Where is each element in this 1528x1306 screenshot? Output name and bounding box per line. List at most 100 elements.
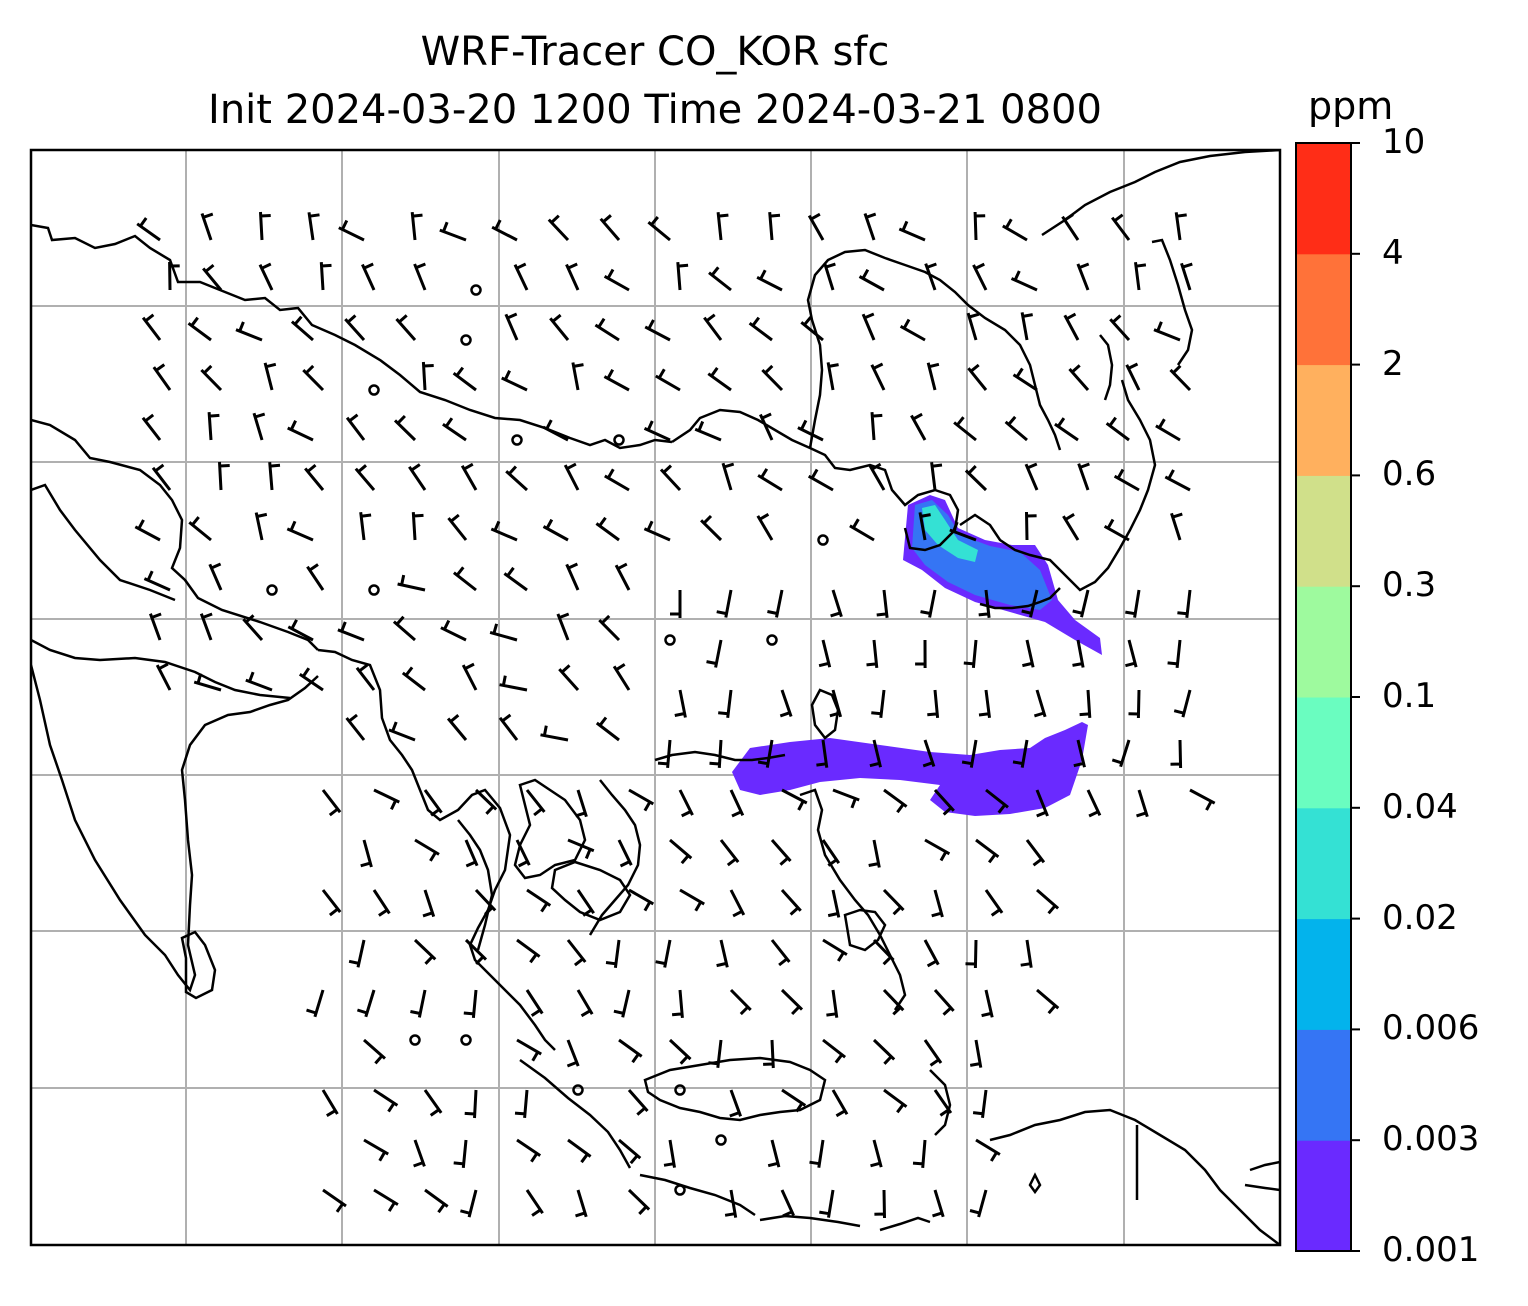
colorbar-bin-6 (1296, 475, 1351, 587)
wind-barb (716, 939, 729, 968)
wind-barb (599, 214, 621, 241)
wind-barb (961, 739, 978, 768)
wind-barb (595, 516, 620, 542)
wind-barb (780, 888, 802, 916)
wind-barb (679, 888, 705, 912)
wind-barb (1153, 321, 1181, 342)
wind-barb (831, 1089, 849, 1118)
wind-barb (978, 589, 991, 618)
wind-barb (388, 721, 416, 742)
wind-barb (1128, 689, 1141, 719)
wind-barb (671, 989, 684, 1019)
wind-barb (779, 689, 793, 718)
wind-barb (770, 939, 791, 967)
wind-barb (866, 639, 879, 669)
wind-barb (781, 788, 808, 811)
wind-barb (565, 562, 580, 591)
wind-barb (504, 312, 519, 341)
wind-barb (1125, 362, 1141, 391)
wind-barb (1134, 262, 1147, 291)
wind-barb (1022, 639, 1035, 668)
wind-barb (1109, 314, 1131, 342)
wind-barb (439, 221, 467, 242)
wind-barb (748, 316, 773, 342)
wind-barb (1125, 639, 1138, 668)
wind-barb (826, 362, 839, 391)
wind-barb (1036, 988, 1060, 1015)
wind-barb (306, 989, 325, 1018)
wind-barb (525, 1189, 544, 1217)
wind-barb (780, 1189, 795, 1218)
wind-barb (1169, 364, 1192, 392)
wind-barb (822, 938, 848, 962)
wind-barb (612, 663, 631, 691)
wind-barb (724, 1189, 738, 1218)
wind-barb-calm (266, 584, 278, 596)
wind-barb (1077, 462, 1090, 491)
wind-barb (337, 621, 365, 642)
wind-barb (344, 314, 366, 342)
wind-barb (1004, 415, 1028, 442)
wind-barb (1021, 589, 1039, 618)
wind-barb (1072, 639, 1085, 668)
wind-barb (1177, 589, 1192, 618)
wind-barb (397, 574, 426, 592)
wind-barb (1010, 270, 1038, 292)
wind-barb (168, 261, 180, 291)
wind-barb (757, 739, 774, 768)
wind-barb (969, 1039, 983, 1068)
wind-barb (268, 461, 281, 491)
wind-barb (768, 211, 781, 241)
wind-barb (304, 463, 325, 491)
wind-barb (498, 713, 519, 741)
wind-barb (411, 512, 424, 541)
plume-south-china-sea (732, 722, 1088, 816)
wind-barb-calm (470, 284, 482, 296)
wind-barb (709, 739, 723, 768)
wind-barb (898, 220, 926, 242)
wind-barb (298, 667, 324, 692)
wind-barb (670, 590, 682, 618)
wind-barb (819, 1189, 835, 1218)
wind-barb (395, 314, 417, 341)
wind-barb (254, 512, 268, 541)
colorbar-bin-0 (1296, 1140, 1351, 1252)
wind-barb (883, 1088, 908, 1114)
wind-barb (151, 463, 172, 491)
wind-barb (930, 462, 943, 491)
wind-barb (694, 420, 722, 442)
wind-barb (807, 212, 825, 241)
wind-barb (566, 939, 587, 967)
wind-barb (464, 1089, 478, 1119)
wind-barb (453, 1139, 468, 1169)
wind-barb (188, 516, 212, 542)
colorbar-bin-1 (1296, 1029, 1351, 1141)
wind-barb (321, 789, 342, 817)
wind-barb (421, 361, 434, 391)
wind-barb (1079, 689, 1092, 718)
wind-barb (1002, 218, 1028, 242)
wind-barb (516, 1138, 542, 1163)
wind-barb (1125, 589, 1141, 618)
colorbar-bin-7 (1296, 364, 1351, 476)
wind-barb (1167, 639, 1182, 669)
wind-barb (461, 662, 478, 691)
wind-barb (134, 519, 161, 542)
wind-barb (1054, 417, 1079, 442)
wind-barb-calm (766, 634, 778, 646)
wind-barb (823, 262, 836, 291)
wind-barb (1136, 789, 1149, 818)
wind-barb (719, 839, 740, 867)
wind-barb-calm (368, 384, 380, 396)
wind-barb (1073, 739, 1086, 768)
wind-barb (345, 413, 366, 441)
colorbar-tick-label: 0.1 (1382, 676, 1437, 716)
wind-barb (202, 263, 223, 291)
wind-barb (460, 1189, 478, 1218)
wind-barb-calm (613, 434, 625, 446)
wind-barb (874, 1189, 886, 1219)
wind-barb (252, 412, 266, 441)
colorbar-tick-label: 0.6 (1382, 454, 1437, 495)
wind-barb (525, 789, 546, 817)
wind-barb (953, 416, 977, 442)
